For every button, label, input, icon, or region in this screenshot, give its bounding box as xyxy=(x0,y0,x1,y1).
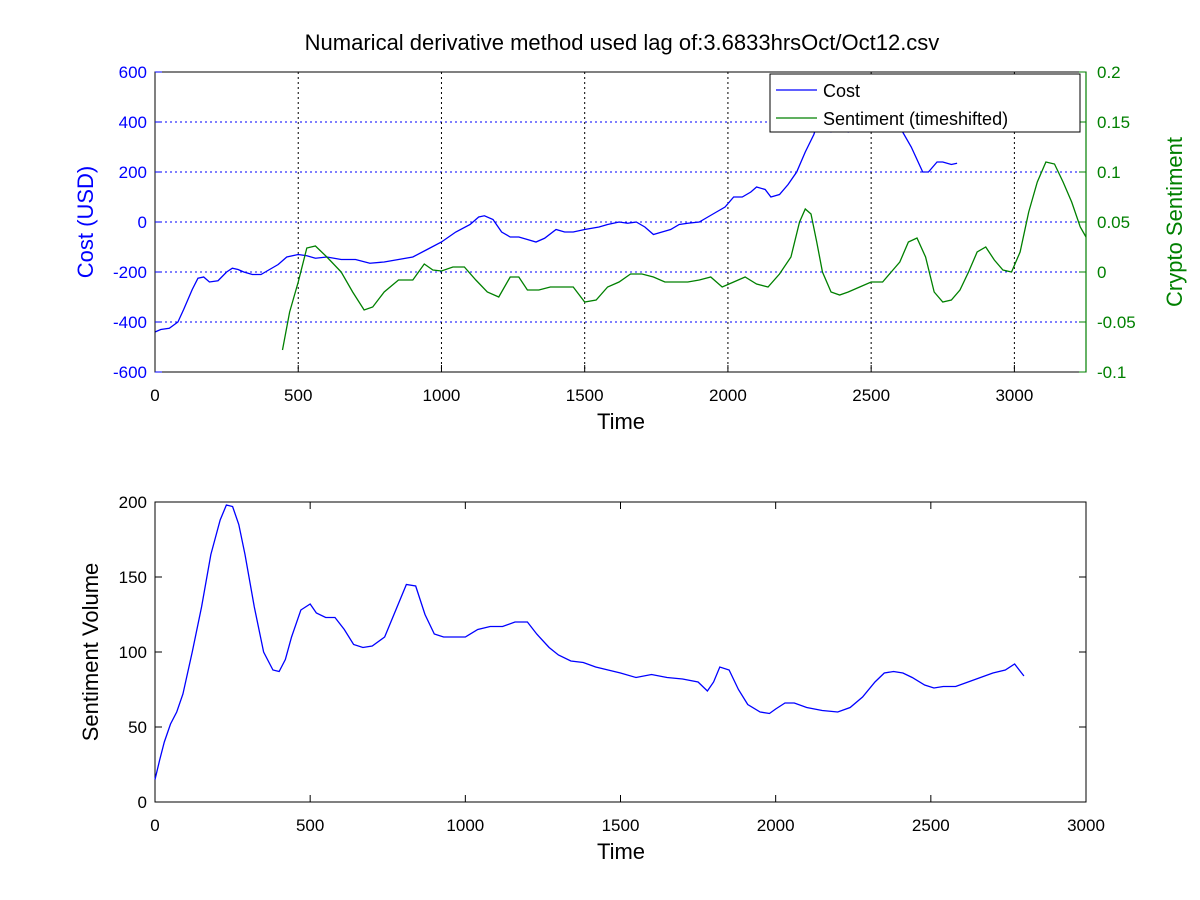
x-tick-label-top: 0 xyxy=(150,386,159,405)
y-tick-label-bottom: 100 xyxy=(119,643,147,662)
x-tick-label-bottom: 500 xyxy=(296,816,324,835)
y-tick-label-top: 0 xyxy=(138,213,147,232)
y2-tick-label: 0 xyxy=(1097,263,1106,282)
legend: Cost Sentiment (timeshifted) xyxy=(769,73,1081,133)
axes-box-bottom xyxy=(154,501,1087,803)
series-lines-bottom xyxy=(154,504,1025,780)
sentiment-line xyxy=(281,161,1087,351)
figure-title: Numarical derivative method used lag of:… xyxy=(305,30,940,55)
ticks-top: 0 500 1000 1500 2000 2500 3000-600-400-2000200… xyxy=(113,63,1136,405)
y2-axis-label-top: Crypto Sentiment xyxy=(1162,137,1187,307)
y-tick-label-top: 200 xyxy=(119,163,147,182)
y2-tick-label: 0.2 xyxy=(1097,63,1121,82)
y-tick-label-bottom: 200 xyxy=(119,493,147,512)
x-axis-label-top: Time xyxy=(597,409,645,434)
y-axis-label-top: Cost (USD) xyxy=(73,166,98,278)
x-tick-label-bottom: 2000 xyxy=(757,816,795,835)
x-tick-label-bottom: 3000 xyxy=(1067,816,1105,835)
y-tick-label-top: 600 xyxy=(119,63,147,82)
y-tick-label-bottom: 0 xyxy=(138,793,147,812)
cost-sentiment-panel: 0 500 1000 1500 2000 2500 3000-600-400-2000200… xyxy=(73,63,1187,434)
y2-tick-label: -0.1 xyxy=(1097,363,1126,382)
legend-box xyxy=(769,73,1081,133)
x-tick-label-top: 500 xyxy=(284,386,312,405)
y2-tick-label: 0.15 xyxy=(1097,113,1130,132)
y2-tick-label: -0.05 xyxy=(1097,313,1136,332)
ticks-bottom: 0 500 1000 1500 2000 2500 3000 0 50 100 150 200 xyxy=(119,493,1105,835)
x-tick-label-top: 2000 xyxy=(709,386,747,405)
y-tick-label-bottom: 150 xyxy=(119,568,147,587)
x-tick-label-top: 1000 xyxy=(423,386,461,405)
x-tick-label-top: 3000 xyxy=(995,386,1033,405)
x-tick-label-bottom: 1500 xyxy=(602,816,640,835)
y-tick-label-top: -200 xyxy=(113,263,147,282)
x-tick-label-bottom: 0 xyxy=(150,816,159,835)
y-tick-label-top: 400 xyxy=(119,113,147,132)
y-tick-label-top: -600 xyxy=(113,363,147,382)
x-tick-label-bottom: 2500 xyxy=(912,816,950,835)
y-axis-label-bottom: Sentiment Volume xyxy=(78,563,103,742)
x-tick-label-top: 1500 xyxy=(566,386,604,405)
y-tick-label-bottom: 50 xyxy=(128,718,147,737)
sentiment-volume-line xyxy=(154,504,1025,780)
y2-tick-label: 0.1 xyxy=(1097,163,1121,182)
y-tick-label-top: -400 xyxy=(113,313,147,332)
sentiment-volume-panel: 0 500 1000 1500 2000 2500 3000 0 50 100 150 200 Tim… xyxy=(78,493,1105,864)
legend-label-cost: Cost xyxy=(823,81,860,101)
y2-tick-label: 0.05 xyxy=(1097,213,1130,232)
legend-label-sentiment: Sentiment (timeshifted) xyxy=(823,109,1008,129)
x-tick-label-top: 2500 xyxy=(852,386,890,405)
x-tick-label-bottom: 1000 xyxy=(446,816,484,835)
x-axis-label-bottom: Time xyxy=(597,839,645,864)
